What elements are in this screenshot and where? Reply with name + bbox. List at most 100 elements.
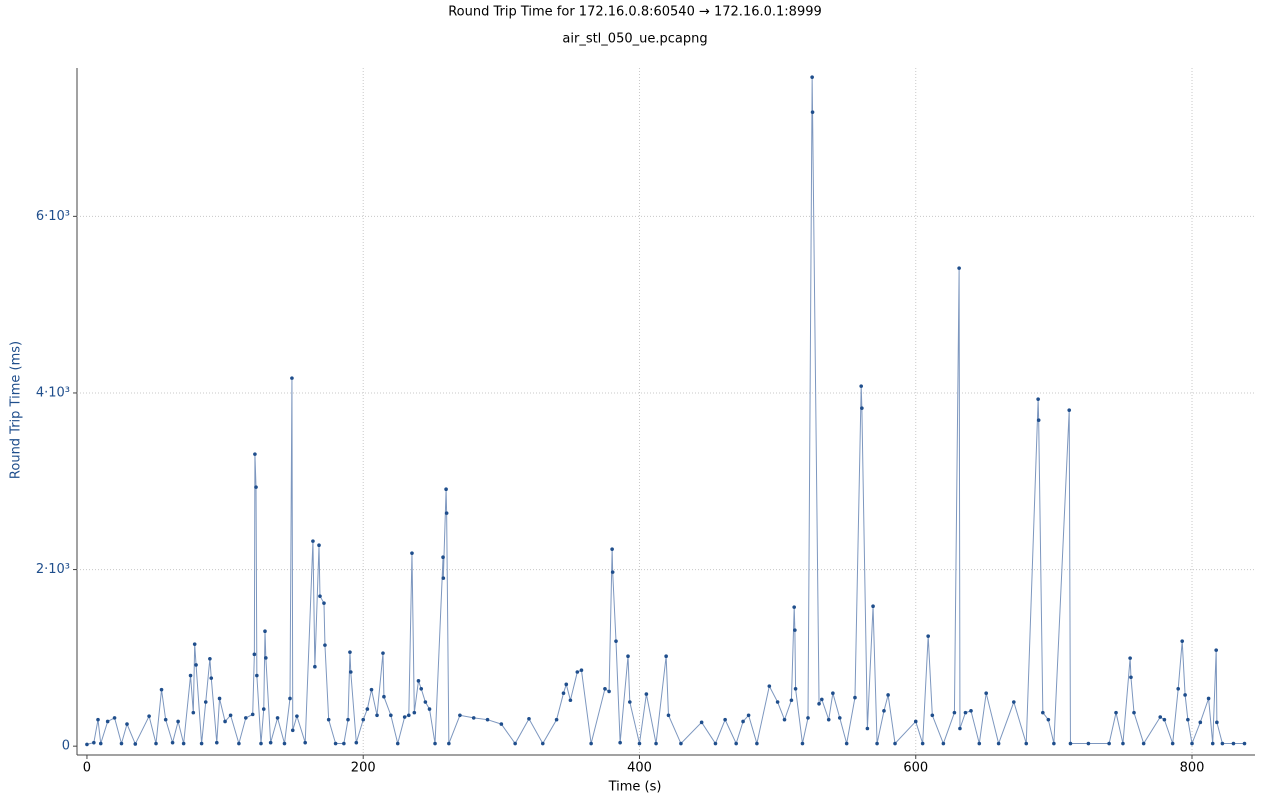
y-tick-label: 6·10³	[36, 209, 70, 224]
rtt-point	[589, 741, 593, 746]
rtt-point	[1052, 741, 1056, 746]
rtt-point	[853, 695, 857, 700]
rtt-point	[699, 720, 704, 725]
rtt-point	[1180, 639, 1185, 643]
chart-subtitle: air_stl_050_ue.pcapng	[562, 32, 707, 47]
rtt-point	[133, 742, 138, 746]
rtt-point	[217, 696, 222, 701]
rtt-point	[333, 741, 338, 746]
rtt-point	[208, 656, 212, 661]
rtt-point	[893, 741, 897, 746]
rtt-point	[444, 511, 449, 515]
rtt-point	[290, 728, 295, 733]
rtt-point	[427, 707, 432, 711]
rtt-point	[181, 741, 186, 746]
rtt-point	[423, 700, 428, 704]
rtt-point	[1012, 700, 1016, 704]
rtt-point	[977, 741, 982, 746]
rtt-point	[1132, 710, 1136, 715]
rtt-point	[806, 716, 810, 720]
rtt-point	[223, 719, 227, 724]
rtt-point	[800, 741, 805, 746]
rtt-point	[564, 682, 569, 687]
rtt-point	[603, 686, 607, 691]
rtt-point	[96, 717, 100, 722]
rtt-point	[402, 715, 407, 719]
rtt-point	[288, 696, 292, 701]
rtt-point	[626, 654, 630, 658]
rtt-point	[268, 740, 273, 745]
rtt-point	[734, 741, 738, 746]
rtt-point	[1114, 710, 1118, 715]
rtt-point	[441, 576, 446, 580]
rtt-point	[125, 722, 129, 726]
rtt-point	[1186, 717, 1190, 722]
rtt-point	[264, 656, 268, 660]
rtt-point	[318, 594, 322, 598]
rtt-point	[789, 698, 794, 703]
y-tick-label: 4·10³	[36, 385, 70, 400]
rtt-point	[579, 668, 584, 673]
rtt-point	[527, 716, 531, 721]
x-axis-label: Time (s)	[608, 780, 662, 795]
rtt-point	[1242, 741, 1247, 746]
rtt-point	[782, 717, 787, 722]
rtt-point	[958, 726, 962, 731]
rtt-point	[410, 551, 414, 555]
rtt-point	[628, 700, 632, 704]
rtt-point	[322, 601, 326, 605]
rtt-point	[1041, 710, 1045, 715]
rtt-point	[412, 710, 417, 715]
rtt-point	[275, 716, 280, 720]
rtt-point	[957, 266, 961, 270]
rtt-point	[1214, 648, 1218, 652]
rtt-point	[871, 604, 875, 609]
rtt-point	[969, 709, 973, 713]
rtt-point	[723, 717, 727, 722]
rtt-point	[1068, 741, 1073, 746]
rtt-point	[767, 684, 772, 688]
y-tick-label: 0	[62, 739, 70, 754]
x-tick-label: 200	[351, 761, 376, 776]
rtt-point	[237, 741, 241, 746]
rtt-point	[419, 686, 424, 691]
rtt-point	[554, 717, 559, 722]
rtt-point	[254, 485, 258, 489]
rtt-point	[311, 539, 315, 543]
rtt-point	[252, 652, 257, 657]
rtt-point	[859, 384, 863, 388]
rtt-point	[984, 691, 988, 695]
rtt-point	[348, 670, 353, 674]
rtt-point	[85, 742, 89, 747]
rtt-point	[282, 741, 287, 746]
rtt-point	[375, 713, 379, 718]
rtt-point	[746, 713, 751, 718]
rtt-point	[930, 713, 935, 718]
rtt-point	[326, 717, 331, 722]
x-tick-label: 800	[1180, 761, 1205, 776]
rtt-point	[810, 110, 815, 114]
rtt-point	[666, 713, 671, 718]
rtt-point	[255, 673, 259, 678]
rtt-point	[837, 716, 842, 720]
rtt-point	[1036, 397, 1040, 401]
rtt-point	[637, 741, 642, 746]
rtt-point	[119, 741, 124, 746]
rtt-point	[105, 719, 110, 724]
rtt-point	[361, 717, 366, 722]
rtt-point	[1210, 741, 1215, 746]
rtt-point	[920, 741, 925, 746]
rtt-point	[793, 628, 797, 632]
rtt-point	[203, 700, 208, 704]
rtt-point	[963, 710, 968, 715]
rtt-point	[793, 686, 798, 691]
rtt-point	[1170, 741, 1175, 746]
rtt-point	[792, 605, 796, 609]
rtt-point	[1176, 686, 1180, 691]
rtt-point	[1036, 418, 1041, 422]
rtt-point	[348, 650, 352, 654]
rtt-point	[654, 741, 658, 746]
rtt-point	[860, 406, 864, 410]
rtt-point	[741, 719, 745, 724]
